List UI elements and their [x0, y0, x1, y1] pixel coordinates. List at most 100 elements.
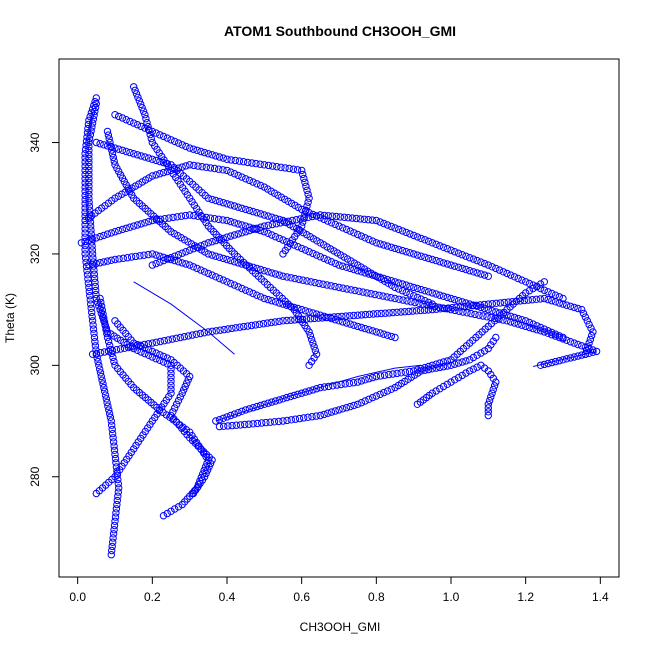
data-point — [309, 309, 317, 317]
x-tick-label: 0.0 — [69, 590, 86, 604]
data-point — [407, 298, 415, 306]
data-point — [88, 308, 96, 317]
data-point — [238, 204, 246, 213]
data-point — [85, 138, 93, 147]
data-point — [402, 228, 410, 237]
data-point — [375, 291, 383, 299]
data-point — [275, 417, 283, 426]
data-point — [413, 293, 422, 302]
data-point — [540, 328, 548, 336]
data-point — [532, 295, 540, 303]
data-point — [109, 530, 118, 538]
data-point — [298, 305, 306, 314]
data-point — [398, 227, 407, 235]
data-point — [167, 136, 175, 144]
data-point — [178, 259, 186, 267]
data-point — [85, 134, 94, 143]
data-point — [260, 267, 268, 275]
data-point — [256, 401, 265, 410]
data-point — [365, 395, 373, 403]
data-point — [223, 233, 231, 241]
data-point — [495, 266, 504, 274]
data-point — [484, 408, 492, 416]
data-point — [92, 94, 101, 102]
data-point — [316, 383, 324, 392]
data-point — [295, 414, 304, 423]
data-point — [111, 513, 120, 521]
data-point — [551, 291, 560, 299]
data-point — [454, 297, 463, 305]
data-point — [383, 221, 392, 229]
data-point — [566, 338, 575, 346]
data-point — [469, 268, 478, 276]
data-point — [140, 340, 149, 349]
data-point — [110, 157, 118, 165]
data-point — [242, 286, 250, 294]
data-point — [115, 112, 123, 121]
data-point — [96, 232, 104, 241]
data-point — [245, 223, 254, 231]
data-point — [327, 219, 336, 227]
data-point — [484, 411, 492, 420]
data-point — [305, 361, 313, 369]
data-point — [133, 341, 142, 349]
data-point — [253, 180, 261, 188]
data-point — [163, 160, 172, 168]
data-point — [372, 392, 380, 400]
data-point — [417, 365, 425, 373]
data-point — [270, 418, 279, 426]
data-point — [283, 238, 291, 246]
data-point — [190, 211, 198, 220]
data-point — [469, 255, 478, 263]
data-point — [283, 301, 291, 309]
data-point — [300, 214, 308, 222]
data-point — [196, 329, 205, 338]
data-point — [344, 214, 352, 222]
data-point — [118, 225, 127, 234]
data-point — [159, 132, 168, 141]
data-point — [100, 387, 109, 395]
data-point — [483, 313, 491, 321]
data-point — [563, 301, 571, 309]
data-point — [277, 163, 285, 172]
data-point — [555, 357, 563, 365]
data-point — [581, 350, 590, 358]
data-point — [249, 289, 257, 298]
data-point — [113, 500, 121, 509]
data-point — [458, 298, 466, 306]
data-point — [487, 370, 495, 379]
data-point — [127, 253, 136, 261]
data-point — [96, 369, 105, 377]
data-point — [380, 330, 388, 338]
data-point — [132, 252, 140, 261]
data-point — [359, 288, 367, 296]
data-point — [469, 353, 478, 362]
data-point — [391, 294, 399, 303]
data-point — [194, 162, 202, 170]
data-point — [305, 308, 313, 316]
data-point — [324, 409, 332, 417]
data-point — [533, 322, 541, 330]
data-point — [462, 357, 470, 365]
data-point — [529, 281, 537, 289]
data-point — [275, 396, 283, 404]
data-point — [205, 463, 213, 471]
data-point — [212, 273, 220, 281]
data-point — [559, 294, 567, 303]
data-point — [371, 290, 379, 299]
data-point — [533, 283, 541, 291]
data-point — [137, 122, 145, 131]
data-point — [243, 322, 252, 330]
data-point — [89, 321, 97, 329]
data-point — [81, 162, 89, 170]
data-point — [586, 335, 595, 344]
data-point — [242, 205, 250, 214]
data-point — [98, 306, 107, 314]
data-point — [230, 281, 239, 289]
data-point — [309, 249, 317, 258]
data-point — [559, 300, 567, 308]
data-point — [458, 371, 466, 380]
data-point — [303, 277, 311, 285]
data-point — [555, 332, 563, 340]
data-point — [301, 207, 310, 215]
